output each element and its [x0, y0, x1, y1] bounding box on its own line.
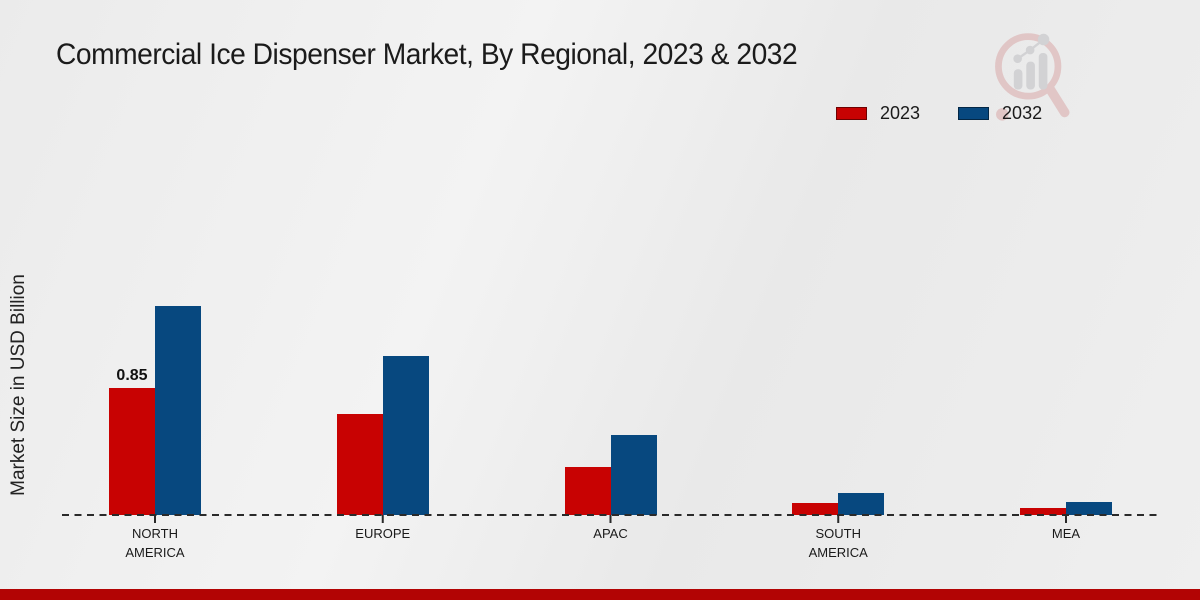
legend: 2023 2032: [836, 103, 1042, 124]
bar-2023-south-america: [792, 503, 839, 515]
value-label-2023-north-america: 0.85: [116, 367, 148, 384]
bar-2023-apac: [564, 467, 611, 515]
bar-2023-europe: [336, 414, 383, 515]
chart-title: Commercial Ice Dispenser Market, By Regi…: [56, 38, 798, 71]
bar-2032-south-america: [838, 493, 885, 515]
category-label-south-america: SOUTH AMERICA: [808, 526, 868, 560]
legend-swatch-2032: [958, 107, 990, 120]
category-label-apac: APAC: [593, 526, 628, 541]
category-label-europe: EUROPE: [355, 526, 411, 541]
bar-2032-europe: [382, 356, 429, 515]
bar-2023-mea: [1020, 508, 1066, 515]
legend-label-2032: 2032: [1002, 103, 1043, 123]
y-axis-label: Market Size in USD Billion: [8, 274, 29, 496]
category-label-mea: MEA: [1051, 526, 1081, 541]
legend-item-2023: 2023: [836, 103, 920, 124]
legend-swatch-2023: [836, 107, 867, 120]
legend-label-2023: 2023: [880, 103, 921, 123]
bar-2032-mea: [1066, 502, 1112, 515]
bar-2032-apac: [610, 435, 657, 515]
category-label-north-america: NORTH AMERICA: [125, 526, 185, 560]
legend-item-2032: 2032: [958, 103, 1042, 124]
footer-accent-bar: [0, 589, 1200, 600]
bar-2023-north-america: [109, 388, 155, 515]
bar-2032-north-america: [155, 306, 201, 515]
magnifier-bar-chart-logo-icon: [995, 33, 1070, 121]
